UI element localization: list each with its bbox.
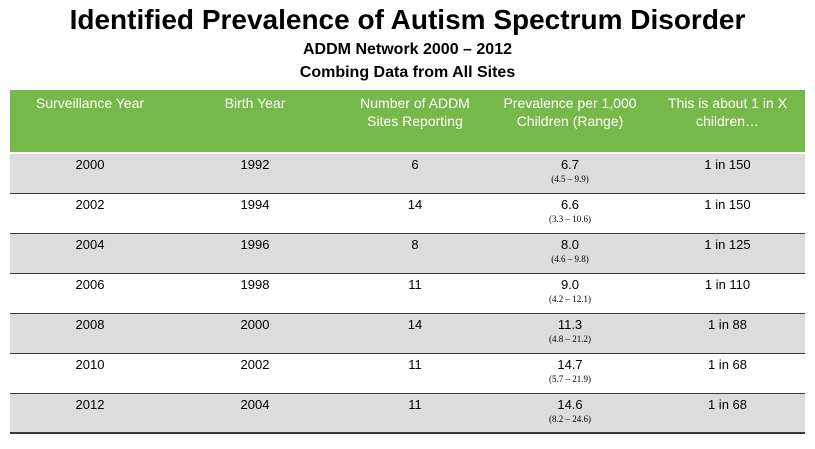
prevalence-cell: 8.0 (4.6 – 9.8) <box>490 233 650 274</box>
prevalence-range: (3.3 – 10.6) <box>549 213 591 224</box>
one-in-x-cell: 1 in 68 <box>650 393 805 434</box>
surveillance-year-cell: 2008 <box>10 313 170 354</box>
birth-year-cell: 1994 <box>170 193 340 234</box>
page-title: Identified Prevalence of Autism Spectrum… <box>69 4 746 35</box>
sites-cell: 11 <box>340 273 490 314</box>
prevalence-range: (8.2 – 24.6) <box>549 413 591 424</box>
prevalence-range: (5.7 – 21.9) <box>549 373 591 384</box>
prevalence-range: (4.6 – 9.8) <box>551 253 589 264</box>
sites-cell: 11 <box>340 393 490 434</box>
surveillance-year-cell: 2010 <box>10 353 170 394</box>
sites-cell: 6 <box>340 153 490 194</box>
birth-year-cell: 2002 <box>170 353 340 394</box>
birth-year-cell: 1992 <box>170 153 340 194</box>
prevalence-cell: 9.0 (4.2 – 12.1) <box>490 273 650 314</box>
table-row: 2002 1994 14 6.6 (3.3 – 10.6) 1 in 150 <box>10 193 805 234</box>
birth-year-cell: 1996 <box>170 233 340 274</box>
header-birth-year: Birth Year <box>170 90 340 154</box>
one-in-x-cell: 1 in 110 <box>650 273 805 314</box>
subtitle-combining: Combing Data from All Sites <box>299 64 516 81</box>
prevalence-cell: 11.3 (4.8 – 21.2) <box>490 313 650 354</box>
one-in-x-cell: 1 in 125 <box>650 233 805 274</box>
table-header: Surveillance Year Birth Year Number of A… <box>10 90 805 154</box>
header-row: Surveillance Year Birth Year Number of A… <box>10 90 805 154</box>
table-body: 2000 1992 6 6.7 (4.5 – 9.9) 1 in 150 2002 1994 1… <box>10 153 805 434</box>
sites-cell: 14 <box>340 193 490 234</box>
prevalence-cell: 14.6 (8.2 – 24.6) <box>490 393 650 434</box>
one-in-x-cell: 1 in 88 <box>650 313 805 354</box>
surveillance-year-cell: 2002 <box>10 193 170 234</box>
prevalence-value: 11.3 <box>557 316 583 332</box>
table-row: 2008 2000 14 11.3 (4.8 – 21.2) 1 in 88 <box>10 313 805 354</box>
surveillance-year-cell: 2004 <box>10 233 170 274</box>
surveillance-year-cell: 2000 <box>10 153 170 194</box>
header-surveillance-year: Surveillance Year <box>10 90 170 154</box>
header-one-in-x: This is about 1 in X children… <box>650 90 805 154</box>
surveillance-year-cell: 2012 <box>10 393 170 434</box>
table-row: 2000 1992 6 6.7 (4.5 – 9.9) 1 in 150 <box>10 153 805 194</box>
one-in-x-cell: 1 in 150 <box>650 153 805 194</box>
prevalence-cell: 6.6 (3.3 – 10.6) <box>490 193 650 234</box>
prevalence-value: 6.7 <box>560 157 580 172</box>
sites-cell: 11 <box>340 353 490 394</box>
prevalence-cell: 14.7 (5.7 – 21.9) <box>490 353 650 394</box>
sites-cell: 8 <box>340 233 490 274</box>
prevalence-range: (4.2 – 12.1) <box>549 293 591 304</box>
table-row: 2012 2004 11 14.6 (8.2 – 24.6) 1 in 68 <box>10 393 805 434</box>
prevalence-value: 14.7 <box>557 356 583 372</box>
prevalence-value: 9.0 <box>560 276 580 292</box>
prevalence-value: 6.6 <box>560 196 580 212</box>
prevalence-table: Surveillance Year Birth Year Number of A… <box>10 90 805 434</box>
prevalence-range: (4.5 – 9.9) <box>551 174 589 184</box>
birth-year-cell: 2000 <box>170 313 340 354</box>
prevalence-range: (4.8 – 21.2) <box>549 333 591 344</box>
birth-year-cell: 2004 <box>170 393 340 434</box>
header-prevalence: Prevalence per 1,000 Children (Range) <box>490 90 650 154</box>
prevalence-cell: 6.7 (4.5 – 9.9) <box>490 153 650 194</box>
subtitle-network: ADDM Network 2000 – 2012 <box>303 41 512 58</box>
header-sites-reporting: Number of ADDM Sites Reporting <box>340 90 490 154</box>
one-in-x-cell: 1 in 68 <box>650 353 805 394</box>
table-row: 2010 2002 11 14.7 (5.7 – 21.9) 1 in 68 <box>10 353 805 394</box>
surveillance-year-cell: 2006 <box>10 273 170 314</box>
table-row: 2004 1996 8 8.0 (4.6 – 9.8) 1 in 125 <box>10 233 805 274</box>
birth-year-cell: 1998 <box>170 273 340 314</box>
prevalence-value: 14.6 <box>557 396 583 412</box>
prevalence-value: 8.0 <box>560 236 580 252</box>
sites-cell: 14 <box>340 313 490 354</box>
one-in-x-cell: 1 in 150 <box>650 193 805 234</box>
table-row: 2006 1998 11 9.0 (4.2 – 12.1) 1 in 110 <box>10 273 805 314</box>
